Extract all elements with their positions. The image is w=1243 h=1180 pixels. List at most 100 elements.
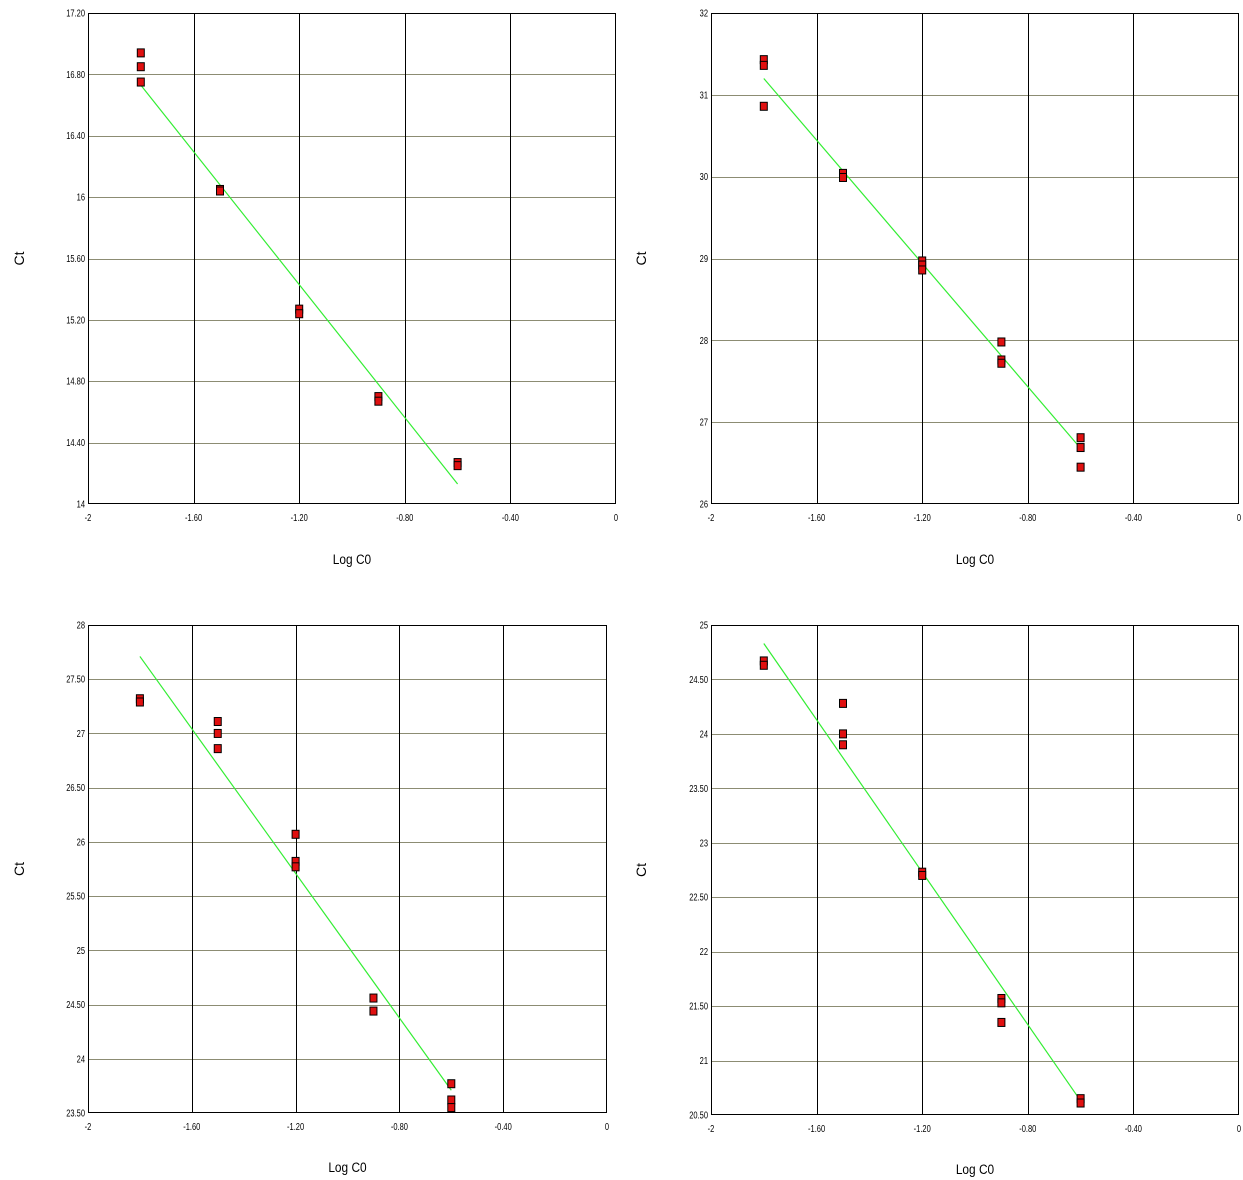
x-axis-title: Log C0 [956,1161,994,1177]
x-tick-label: -1.20 [291,512,308,523]
y-tick-label: 26.50 [66,782,85,793]
regression-line [139,656,452,1091]
data-point [997,1017,1006,1027]
data-point [213,717,222,727]
plot-area-border [711,13,1239,504]
y-tick-label: 30 [700,171,708,182]
x-tick-label: -0.80 [1019,512,1036,523]
x-tick-label: -2 [708,512,715,523]
y-tick-label: 25.50 [66,891,85,902]
x-tick-label: -0.40 [1125,1123,1142,1134]
data-point [839,740,847,750]
chart-panel-3: 23.50 24 24.50 25 25.50 26 26.50 27 27.50 28 -2 -1.… [11,619,609,1175]
data-point [447,1095,456,1105]
regression-line [140,84,459,485]
data-point [759,660,768,670]
x-tick-label: 0 [605,1121,609,1132]
x-axis-title: Log C0 [333,551,371,567]
y-tick-label: 31 [700,89,708,100]
x-tick-label: -2 [708,1123,715,1134]
x-tick-label: -0.80 [391,1121,408,1132]
y-tick-label: 26 [700,498,708,509]
plot-area-border [88,625,607,1113]
y-tick-label: 16.80 [66,69,85,80]
data-point [291,862,300,872]
y-tick-label: 24 [700,728,708,739]
data-point [135,697,144,707]
data-point [447,1079,456,1089]
y-axis-title: Ct [633,251,649,265]
data-point [839,172,847,182]
data-point [918,870,927,880]
y-tick-label: 23 [700,837,708,848]
y-tick-label: 22.50 [689,892,708,903]
data-point [136,62,145,72]
y-tick-label: 20.50 [689,1109,708,1120]
data-point [213,728,222,738]
y-tick-label: 32 [700,7,708,18]
x-axis-title: Log C0 [328,1159,366,1175]
y-tick-label: 14.40 [66,437,85,448]
x-tick-label: -1.20 [914,1123,931,1134]
y-tick-label: 24 [77,1053,85,1064]
y-tick-label: 14 [77,498,85,509]
x-tick-label: 0 [614,512,618,523]
y-axis-title: Ct [11,251,27,265]
y-tick-label: 26 [77,836,85,847]
data-point [1076,433,1085,443]
y-tick-label: 23.50 [66,1107,85,1118]
chart-panel-1: 14 14.40 14.80 15.20 15.60 16 16.40 16.80 17.20 -… [11,7,618,567]
data-point [997,998,1006,1008]
y-tick-label: 24.50 [689,674,708,685]
y-axis-title: Ct [11,862,27,876]
data-point [295,309,304,319]
x-tick-label: -1.20 [914,512,931,523]
data-point [447,1103,456,1113]
data-point [839,698,847,708]
y-tick-label: 15.20 [66,314,85,325]
data-point [1076,443,1085,453]
x-tick-label: -0.40 [502,512,519,523]
x-tick-label: -0.80 [396,512,413,523]
chart-panel-4: 20.50 21 21.50 22 22.50 23 23.50 24 24.50 25 -2 -1.… [633,619,1241,1177]
y-tick-label: 27.50 [66,674,85,685]
y-tick-label: 23.50 [689,783,708,794]
y-axis-title: Ct [633,863,649,877]
data-point [997,337,1006,347]
x-tick-label: -1.60 [183,1121,200,1132]
x-tick-label: -1.60 [185,512,202,523]
y-tick-label: 28 [77,619,85,630]
data-point [369,993,378,1003]
data-point [1076,1098,1085,1108]
data-point [213,744,222,754]
data-point [918,265,927,275]
plot-area-border [711,625,1239,1115]
y-tick-label: 27 [77,728,85,739]
data-point [839,729,847,739]
x-tick-label: -1.20 [287,1121,304,1132]
data-point [136,48,145,58]
x-tick-label: -0.40 [1125,512,1142,523]
y-tick-label: 29 [700,253,708,264]
plot-area-border [88,13,616,504]
data-point [1076,462,1085,472]
data-point [136,77,145,87]
y-tick-label: 21.50 [689,1001,708,1012]
data-point [369,1006,378,1016]
data-point [997,358,1006,368]
y-tick-label: 17.20 [66,7,85,18]
y-tick-label: 27 [700,417,708,428]
x-tick-label: -1.60 [808,1123,825,1134]
x-tick-label: -2 [85,1121,92,1132]
data-point [453,461,462,471]
x-tick-label: -1.60 [808,512,825,523]
x-tick-label: 0 [1237,1123,1241,1134]
y-tick-label: 21 [700,1055,708,1066]
y-tick-label: 25 [77,945,85,956]
data-point [759,60,768,70]
y-tick-label: 25 [700,619,708,630]
y-tick-label: 24.50 [66,999,85,1010]
x-tick-label: -0.80 [1019,1123,1036,1134]
x-tick-label: -0.40 [495,1121,512,1132]
